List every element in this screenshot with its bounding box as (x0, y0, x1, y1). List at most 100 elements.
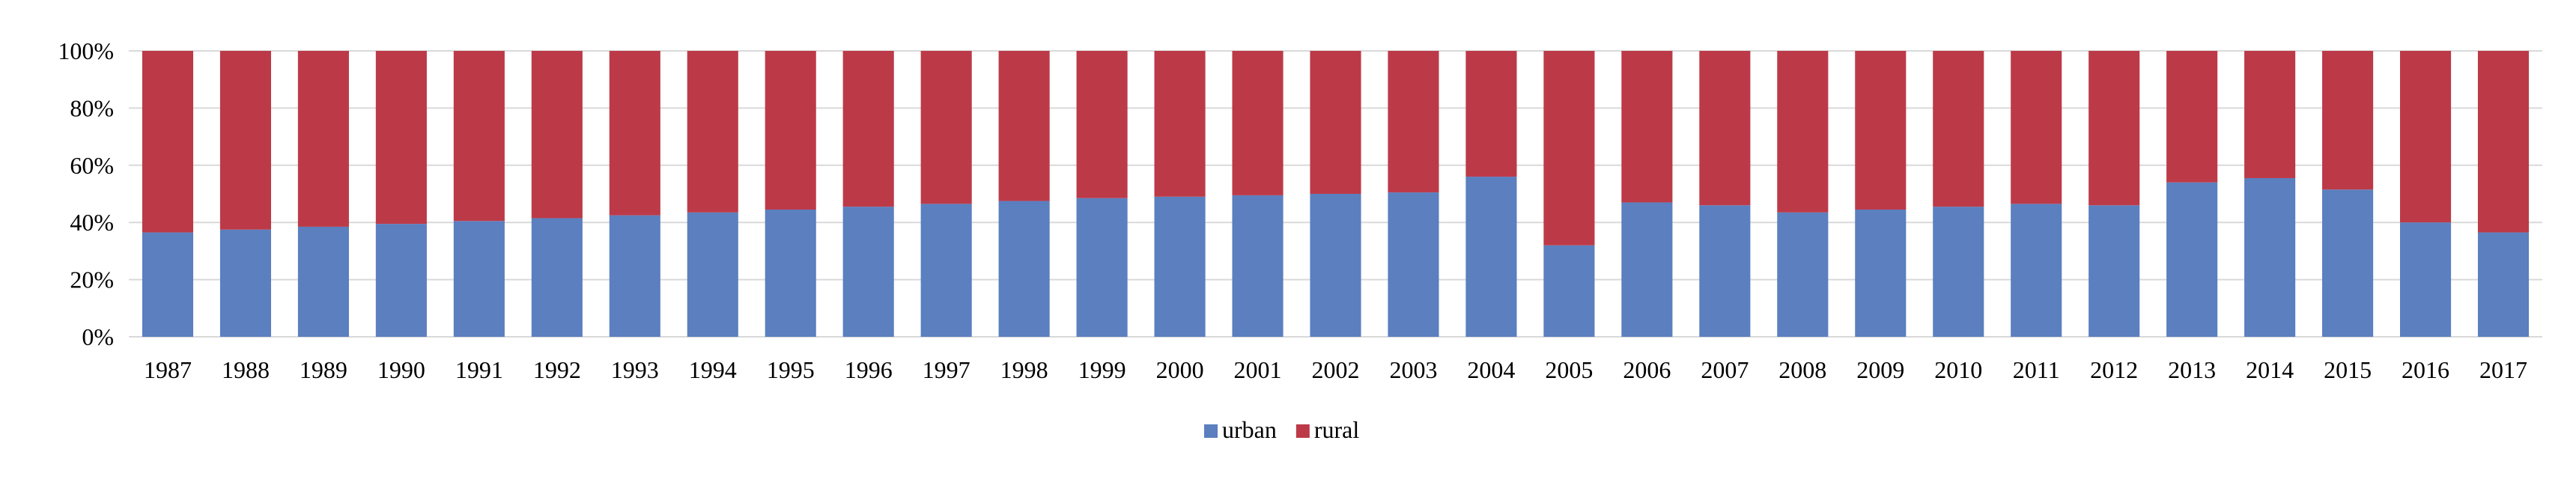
bar-urban-2008 (1777, 212, 1829, 337)
bar-urban-2017 (2477, 232, 2530, 337)
bar-rural-2003 (1388, 51, 1439, 193)
bar-urban-2012 (2089, 205, 2140, 337)
bar-rural-1998 (998, 51, 1050, 201)
bar-rural-2001 (1232, 51, 1284, 195)
bar-rural-1989 (297, 51, 349, 227)
bar-urban-2010 (1933, 207, 1984, 337)
y-axis-tick-labels: 0% 20% 40% 60% 80% 100% (58, 37, 114, 350)
bar-rural-1993 (609, 51, 660, 216)
bar-urban-1992 (531, 218, 583, 337)
bar-urban-2001 (1232, 195, 1284, 337)
x-tick-label: 2004 (1467, 356, 1515, 383)
bar-rural-2004 (1465, 51, 1517, 177)
bar-rural-2015 (2322, 51, 2374, 190)
x-tick-label: 2014 (2246, 356, 2294, 383)
x-tick-label: 1996 (845, 356, 893, 383)
bar-urban-2000 (1154, 196, 1206, 337)
bars (142, 51, 2530, 337)
bar-urban-2005 (1543, 245, 1595, 337)
x-tick-label: 1989 (300, 356, 347, 383)
y-tick-label: 20% (70, 266, 114, 293)
bar-rural-2000 (1154, 51, 1206, 197)
bar-rural-2005 (1543, 51, 1595, 245)
bar-rural-2008 (1777, 51, 1829, 213)
x-tick-label: 2003 (1389, 356, 1437, 383)
x-tick-label: 1997 (923, 356, 970, 383)
x-tick-label: 2016 (2402, 356, 2449, 383)
bar-urban-2007 (1699, 205, 1751, 337)
bar-rural-2011 (2011, 51, 2062, 204)
bar-rural-2016 (2399, 51, 2452, 223)
y-tick-label: 100% (58, 37, 114, 64)
bar-urban-2013 (2166, 182, 2218, 337)
bar-urban-2014 (2244, 177, 2296, 337)
x-tick-label: 1999 (1078, 356, 1126, 383)
x-tick-label: 2015 (2324, 356, 2372, 383)
legend: urban rural (1204, 416, 1359, 443)
x-tick-label: 1988 (222, 356, 270, 383)
x-tick-label: 2009 (1856, 356, 1904, 383)
x-tick-label: 2001 (1234, 356, 1282, 383)
x-axis-tick-labels: 1987 1988 1989 1990 1991 1992 1993 1994 1995 1996… (144, 356, 2527, 383)
bar-urban-1996 (842, 207, 894, 337)
x-tick-label: 2017 (2479, 356, 2527, 383)
bar-urban-2015 (2322, 189, 2374, 337)
bar-urban-1993 (609, 215, 660, 337)
x-tick-label: 2005 (1545, 356, 1593, 383)
bar-urban-1990 (375, 224, 427, 337)
bar-rural-1991 (453, 51, 505, 222)
x-tick-label: 1993 (611, 356, 659, 383)
x-tick-label: 2006 (1623, 356, 1671, 383)
x-tick-label: 1990 (377, 356, 425, 383)
bar-rural-1997 (920, 51, 972, 204)
bar-urban-1999 (1076, 198, 1128, 337)
bar-rural-2014 (2244, 51, 2296, 178)
y-tick-label: 40% (70, 209, 114, 236)
x-tick-label: 2000 (1156, 356, 1204, 383)
x-tick-label: 1991 (455, 356, 503, 383)
x-tick-label: 2010 (1934, 356, 1982, 383)
bar-rural-2013 (2166, 51, 2218, 183)
bar-urban-1997 (920, 204, 972, 337)
bar-urban-1991 (453, 221, 505, 337)
bar-rural-2006 (1621, 51, 1673, 203)
legend-label-rural: rural (1314, 416, 1360, 443)
bar-urban-2002 (1310, 194, 1361, 337)
bar-rural-2002 (1310, 51, 1361, 194)
bar-urban-2009 (1855, 210, 1907, 337)
bar-urban-2016 (2399, 222, 2452, 337)
bar-rural-2012 (2089, 51, 2140, 206)
legend-swatch-rural (1295, 424, 1310, 438)
bar-urban-2004 (1465, 177, 1517, 337)
bar-urban-1987 (142, 232, 194, 337)
legend-label-urban: urban (1222, 416, 1277, 443)
bar-urban-1994 (687, 212, 738, 337)
x-tick-label: 2011 (2013, 356, 2060, 383)
x-tick-label: 2012 (2090, 356, 2138, 383)
legend-swatch-urban (1204, 424, 1218, 438)
bar-rural-1996 (842, 51, 894, 207)
bar-urban-2003 (1388, 192, 1439, 337)
x-tick-label: 1992 (533, 356, 581, 383)
bar-urban-1988 (219, 229, 272, 337)
bar-rural-1999 (1076, 51, 1128, 198)
bar-urban-1998 (998, 201, 1050, 337)
bar-urban-2011 (2011, 204, 2062, 337)
x-tick-label: 2013 (2168, 356, 2216, 383)
x-tick-label: 1995 (767, 356, 815, 383)
bar-urban-1989 (297, 226, 349, 337)
bar-rural-1988 (219, 51, 272, 230)
x-tick-label: 1998 (1000, 356, 1048, 383)
x-tick-label: 2002 (1312, 356, 1360, 383)
bar-rural-2009 (1855, 51, 1907, 210)
x-tick-label: 2007 (1701, 356, 1749, 383)
bar-rural-2010 (1933, 51, 1984, 207)
bar-rural-1994 (687, 51, 738, 213)
bar-rural-2017 (2477, 51, 2530, 233)
bar-rural-1987 (142, 51, 194, 233)
x-tick-label: 2008 (1778, 356, 1826, 383)
bar-rural-1992 (531, 51, 583, 219)
bar-urban-1995 (765, 210, 816, 337)
x-tick-label: 1987 (144, 356, 192, 383)
x-tick-label: 1994 (689, 356, 737, 383)
